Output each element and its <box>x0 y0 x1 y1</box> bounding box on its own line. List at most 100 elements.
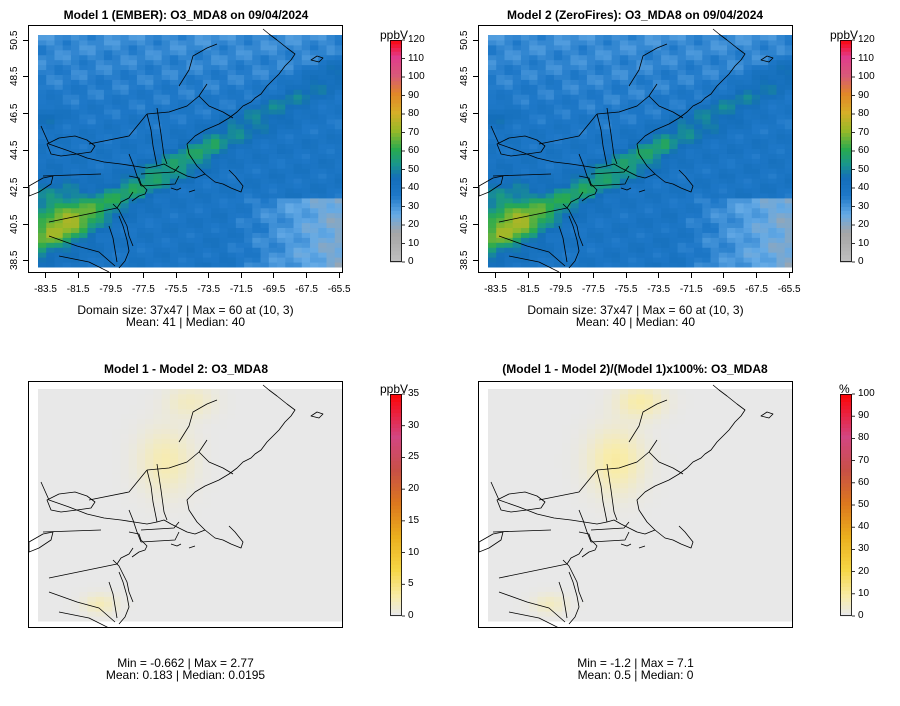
grid-cell <box>38 561 47 568</box>
grid-cell <box>128 54 138 61</box>
grid-cell <box>743 257 753 263</box>
grid-cell <box>219 502 229 508</box>
grid-cell <box>95 252 105 258</box>
grid-cell <box>512 237 522 243</box>
grid-cell <box>578 35 588 41</box>
grid-cell <box>46 591 55 597</box>
grid-cell <box>537 35 547 41</box>
grid-cell <box>46 197 55 204</box>
grid-cell <box>136 542 146 548</box>
grid-cell <box>529 173 538 179</box>
grid-cell <box>702 163 712 169</box>
grid-cell <box>136 64 146 71</box>
grid-cell <box>161 138 171 145</box>
grid-cell <box>62 138 72 145</box>
grid-cell <box>219 217 229 224</box>
grid-cell <box>145 44 154 51</box>
grid-cell <box>178 616 187 622</box>
grid-cell <box>145 35 154 41</box>
grid-cell <box>227 35 237 41</box>
grid-cell <box>784 113 792 120</box>
grid-cell <box>694 217 703 224</box>
grid-cell <box>54 472 64 479</box>
grid-cell <box>79 39 88 46</box>
grid-cell <box>318 227 328 233</box>
grid-cell <box>169 217 179 224</box>
grid-cell <box>70 39 80 46</box>
grid-cell <box>669 138 679 145</box>
grid-cell <box>62 423 72 429</box>
grid-cell <box>685 79 695 85</box>
grid-cell <box>244 403 253 410</box>
grid-cell <box>70 168 80 174</box>
grid-cell <box>186 227 196 233</box>
grid-cell <box>570 202 580 209</box>
grid-cell <box>145 133 154 140</box>
grid-cell <box>161 74 171 80</box>
grid-cell <box>186 148 196 154</box>
grid-cell <box>603 188 613 194</box>
grid-cell <box>153 606 163 612</box>
grid-cell <box>595 74 604 80</box>
grid-cell <box>211 247 220 253</box>
grid-cell <box>718 69 728 75</box>
grid-cell <box>219 197 229 204</box>
grid-cell <box>112 423 121 429</box>
grid-cell <box>194 148 204 154</box>
grid-cell <box>562 202 571 209</box>
grid-cell <box>326 128 336 135</box>
grid-cell <box>38 143 47 150</box>
grid-cell <box>586 69 596 75</box>
grid-cell <box>136 138 146 145</box>
grid-cell <box>87 517 97 523</box>
grid-cell <box>211 138 220 145</box>
grid-cell <box>784 242 792 248</box>
grid-cell <box>145 448 154 454</box>
grid-cell <box>235 403 245 410</box>
grid-cell <box>112 44 121 51</box>
grid-cell <box>776 173 786 179</box>
grid-cell <box>169 482 179 489</box>
grid-cell <box>776 39 786 46</box>
grid-cell <box>611 252 621 258</box>
grid-cell <box>79 104 88 110</box>
grid-cell <box>62 591 72 597</box>
grid-cell <box>178 546 187 553</box>
grid-cell <box>504 237 514 243</box>
grid-cell <box>103 551 113 558</box>
colorbar-swatch <box>390 65 402 71</box>
grid-cell <box>38 492 47 499</box>
grid-cell <box>252 398 262 405</box>
grid-cell <box>537 217 547 224</box>
grid-cell <box>301 153 311 159</box>
grid-cell <box>244 143 253 150</box>
grid-cell <box>260 546 270 553</box>
grid-cell <box>784 54 792 61</box>
grid-cell <box>161 133 171 140</box>
grid-cell <box>161 232 171 238</box>
grid-cell <box>38 477 47 484</box>
grid-cell <box>244 546 253 553</box>
grid-cell <box>751 227 761 233</box>
grid-cell <box>120 148 130 154</box>
grid-cell <box>120 153 130 159</box>
grid-cell <box>46 202 55 209</box>
grid-cell <box>186 183 196 189</box>
grid-cell <box>161 467 171 474</box>
grid-cell <box>186 492 196 499</box>
grid-cell <box>488 242 497 248</box>
grid-cell <box>202 551 212 558</box>
grid-cell <box>570 44 580 51</box>
grid-cell <box>545 173 555 179</box>
grid-cell <box>628 99 637 105</box>
grid-cell <box>145 192 154 199</box>
grid-cell <box>318 49 328 56</box>
grid-cell <box>644 35 654 41</box>
grid-cell <box>128 482 138 489</box>
grid-cell <box>211 252 220 258</box>
grid-cell <box>751 35 761 41</box>
grid-cell <box>161 118 171 125</box>
grid-cell <box>244 453 253 459</box>
grid-cell <box>87 104 97 110</box>
grid-cell <box>79 458 88 464</box>
